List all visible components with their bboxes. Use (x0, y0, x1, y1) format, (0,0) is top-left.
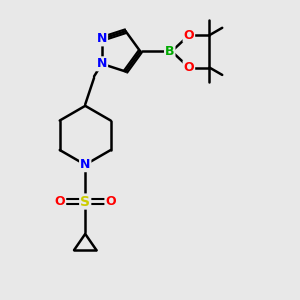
Text: O: O (54, 195, 65, 208)
Text: O: O (184, 61, 194, 74)
Text: S: S (80, 194, 90, 208)
Text: O: O (106, 195, 116, 208)
Text: O: O (184, 29, 194, 42)
Text: N: N (97, 57, 107, 70)
Text: B: B (165, 45, 175, 58)
Text: N: N (97, 32, 107, 45)
Text: N: N (80, 158, 90, 171)
